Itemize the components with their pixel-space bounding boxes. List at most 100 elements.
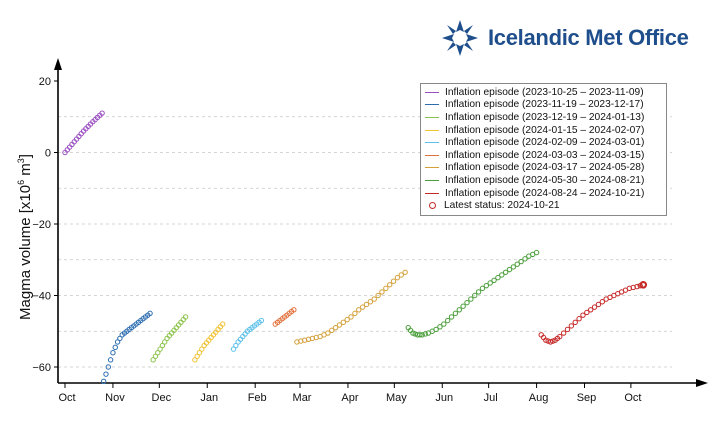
latest-status-marker <box>639 280 648 289</box>
x-tick-label: Oct <box>58 392 75 404</box>
legend-entry: Inflation episode (2024-02-09 – 2024-03-… <box>425 136 662 149</box>
data-point-series-9 <box>595 301 602 308</box>
data-point-series-2 <box>105 364 111 370</box>
x-tick-label: Nov <box>105 392 125 404</box>
data-point-series-7 <box>383 285 389 292</box>
data-point-series-8 <box>422 331 428 337</box>
legend-swatch <box>425 142 439 144</box>
data-point-series-8 <box>468 296 474 302</box>
data-point-series-7 <box>371 296 377 302</box>
legend-entry-latest-status: Latest status: 2024-10-21 <box>425 199 662 212</box>
x-axis-arrow <box>696 379 708 387</box>
data-point-series-7 <box>352 310 358 317</box>
x-tick-label: Sep <box>577 392 597 404</box>
legend-swatch <box>425 116 439 118</box>
logo: Icelandic Met Office <box>440 18 689 58</box>
legend-entry: Inflation episode (2023-11-19 – 2023-12-… <box>425 99 662 112</box>
y-axis-arrow <box>54 58 62 70</box>
data-point-series-7 <box>402 269 408 275</box>
data-point-series-8 <box>448 314 455 320</box>
data-point-series-2 <box>100 378 107 384</box>
data-point-series-8 <box>502 269 509 275</box>
data-point-series-8 <box>487 280 493 286</box>
y-tick-label: 20 <box>39 76 51 88</box>
imo-logo-icon <box>442 20 478 56</box>
legend-marker-circle <box>429 202 436 210</box>
data-point-series-5 <box>258 317 265 324</box>
legend-label: Inflation episode (2024-03-03 – 2024-03-… <box>445 149 645 161</box>
legend-label: Latest status: 2024-10-21 <box>444 200 560 212</box>
data-point-series-7 <box>348 314 354 320</box>
data-point-series-7 <box>344 316 350 323</box>
data-point-series-8 <box>510 264 517 270</box>
data-point-series-8 <box>417 332 423 338</box>
legend-entry: Inflation episode (2023-12-19 – 2024-01-… <box>425 111 662 124</box>
data-point-series-7 <box>340 319 347 326</box>
legend-label: Inflation episode (2024-05-30 – 2024-08-… <box>445 174 645 186</box>
legend-entry: Inflation episode (2024-01-15 – 2024-02-… <box>425 124 662 137</box>
data-point-series-7 <box>375 292 381 299</box>
data-point-series-7 <box>390 278 397 284</box>
y-axis-label: Magma volume [x106 m3] <box>16 154 34 320</box>
legend-entry: Inflation episode (2024-08-24 – 2024-10-… <box>425 187 662 200</box>
data-point-series-9 <box>591 304 598 310</box>
legend-swatch <box>425 154 439 156</box>
legend-swatch <box>425 192 439 194</box>
data-point-series-2 <box>110 350 116 356</box>
y-tick-label: −40 <box>32 291 51 303</box>
data-point-series-9 <box>587 307 594 313</box>
data-point-series-9 <box>568 323 575 329</box>
data-point-series-9 <box>584 309 590 316</box>
data-point-series-8 <box>441 321 447 327</box>
x-tick-label: Mar <box>293 392 312 404</box>
data-point-series-7 <box>398 272 404 278</box>
data-point-series-8 <box>479 285 486 292</box>
data-point-series-8 <box>464 299 470 306</box>
x-tick-label: May <box>386 392 407 404</box>
legend-entry: Inflation episode (2024-03-03 – 2024-03-… <box>425 149 662 162</box>
data-point-series-2 <box>107 357 114 363</box>
data-point-series-8 <box>475 289 482 295</box>
data-point-series-7 <box>367 299 374 305</box>
data-point-series-9 <box>557 333 563 340</box>
data-point-series-3 <box>182 314 189 320</box>
legend-label: Inflation episode (2023-11-19 – 2023-12-… <box>445 99 644 111</box>
data-point-series-8 <box>499 272 505 278</box>
legend-swatch <box>425 91 439 93</box>
data-point-series-8 <box>522 256 528 262</box>
data-point-series-8 <box>491 277 497 284</box>
data-point-series-8 <box>533 249 540 256</box>
x-tick-label: Dec <box>152 392 172 404</box>
chart-legend: Inflation episode (2023-10-25 – 2023-11-… <box>420 83 667 216</box>
data-point-series-8 <box>456 307 462 313</box>
legend-entry: Inflation episode (2024-03-17 – 2024-05-… <box>425 162 662 175</box>
logo-text: Icelandic Met Office <box>488 25 689 50</box>
data-point-series-8 <box>452 310 459 317</box>
data-point-series-7 <box>363 301 370 308</box>
legend-label: Inflation episode (2023-12-19 – 2024-01-… <box>445 111 645 123</box>
data-point-series-9 <box>564 326 571 333</box>
data-point-series-9 <box>560 330 567 336</box>
data-point-series-8 <box>495 274 501 281</box>
data-point-series-8 <box>444 317 451 324</box>
data-point-series-7 <box>359 304 366 310</box>
data-point-series-9 <box>572 319 578 326</box>
x-tick-label: Oct <box>624 392 641 404</box>
data-point-series-8 <box>419 332 425 338</box>
data-point-series-6 <box>291 307 297 313</box>
x-tick-label: Jul <box>484 392 498 404</box>
data-point-series-7 <box>379 289 385 295</box>
y-tick-label: 0 <box>45 148 51 160</box>
y-tick-label: −20 <box>32 219 51 231</box>
data-point-series-9 <box>599 299 605 305</box>
data-point-series-7 <box>336 322 343 328</box>
x-tick-label: Aug <box>529 392 549 404</box>
legend-swatch <box>425 179 439 181</box>
legend-label: Inflation episode (2024-02-09 – 2024-03-… <box>445 137 645 149</box>
data-point-series-7 <box>329 327 335 334</box>
legend-label: Inflation episode (2024-08-24 – 2024-10-… <box>445 187 645 199</box>
data-point-series-8 <box>483 282 490 289</box>
data-point-series-7 <box>356 307 362 313</box>
x-tick-label: Feb <box>248 392 267 404</box>
